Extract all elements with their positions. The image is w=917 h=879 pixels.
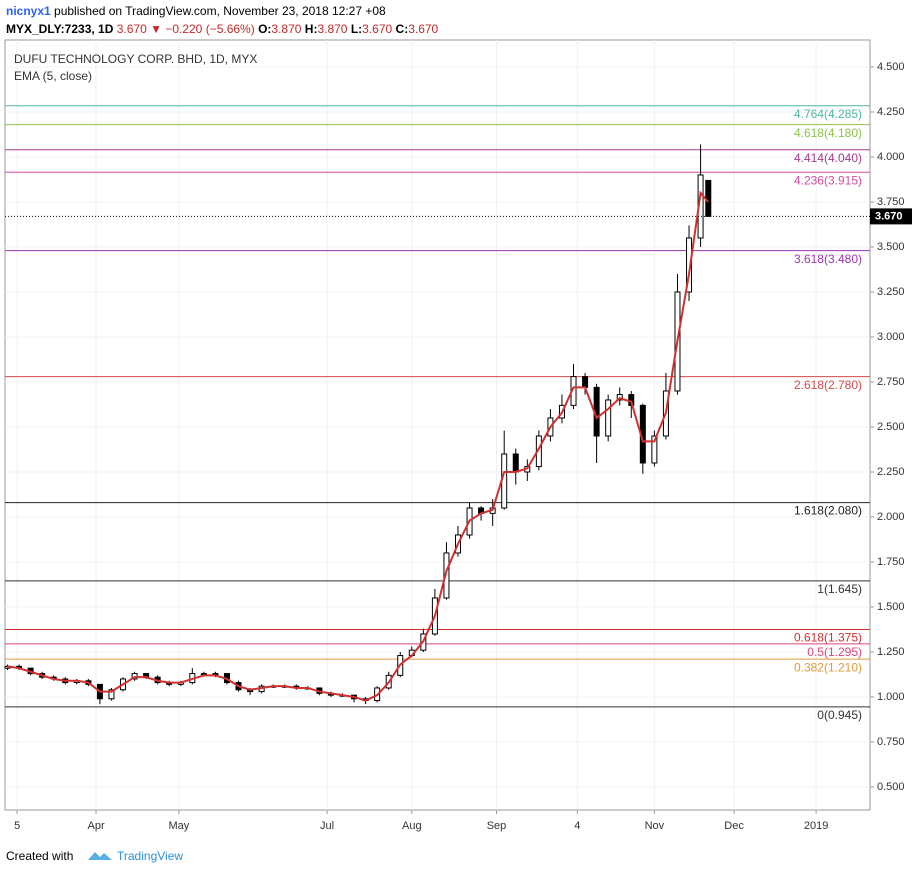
o-label: O: <box>258 22 271 36</box>
symbol: MYX_DLY:7233, 1D <box>6 22 114 36</box>
o: 3.870 <box>271 22 304 36</box>
fib-label: 4.618(4.180) <box>794 126 862 140</box>
x-tick-label: 2019 <box>804 820 828 832</box>
y-tick-label: 2.250 <box>877 466 905 478</box>
chart-title: DUFU TECHNOLOGY CORP. BHD, 1D, MYX <box>14 52 257 66</box>
indicator-name: EMA (5, close) <box>14 69 92 83</box>
y-tick-label: 1.250 <box>877 646 905 658</box>
plot: 4.764(4.285) 4.618(4.180) 4.414(4.040) 4.23… <box>4 40 870 810</box>
fib-label: 4.764(4.285) <box>794 107 862 121</box>
fib-label: 3.618(3.480) <box>794 252 862 266</box>
l-label: L: <box>351 22 362 36</box>
y-tick-label: 2.750 <box>877 376 905 388</box>
h: 3.870 <box>317 22 350 36</box>
x-tick-label: Jul <box>320 820 334 832</box>
candle-body <box>686 237 693 293</box>
fib-label: 0.618(1.375) <box>794 631 862 645</box>
symbol-line: MYX_DLY:7233, 1D 3.670 ▼ −0.220 (−5.66%)… <box>6 22 439 36</box>
y-tick-label: 3.750 <box>877 196 905 208</box>
candle-body <box>605 399 612 437</box>
x-tick-label: Apr <box>88 820 105 832</box>
header-line: nicnyx1 published on TradingView.com, No… <box>6 4 386 18</box>
y-tick-label: 4.500 <box>877 61 905 73</box>
fib-label: 1.618(2.080) <box>794 504 862 518</box>
fib-label: 0(0.945) <box>817 708 862 722</box>
footer-created: Created with <box>6 849 73 863</box>
y-tick-label: 4.000 <box>877 151 905 163</box>
y-tick-label: 1.500 <box>877 601 905 613</box>
x-tick-label: 5 <box>14 820 20 832</box>
plot-frame <box>4 39 871 811</box>
candle-body <box>582 376 589 388</box>
candle-body <box>108 689 115 700</box>
y-tick-label: 1.750 <box>877 556 905 568</box>
y-tick-label: 3.500 <box>877 241 905 253</box>
last: 3.670 <box>113 22 150 36</box>
y-tick-label: 1.000 <box>877 691 905 703</box>
x-tick-label: Aug <box>402 820 422 832</box>
y-tick-label: 0.750 <box>877 736 905 748</box>
last-price-label: 3.670 <box>875 210 903 222</box>
y-tick-label: 3.250 <box>877 286 905 298</box>
candle-body <box>512 453 519 473</box>
y-tick-label: 3.000 <box>877 331 905 343</box>
user[interactable]: nicnyx1 <box>6 4 51 18</box>
footer-brand[interactable]: TradingView <box>117 849 183 863</box>
fib-label: 0.5(1.295) <box>807 645 862 659</box>
x-tick-label: Sep <box>487 820 507 832</box>
y-tick-label: 2.000 <box>877 511 905 523</box>
fib-label: 1(1.645) <box>817 582 862 596</box>
published: published on TradingView.com, November 2… <box>51 4 386 18</box>
l: 3.670 <box>362 22 395 36</box>
logo[interactable] <box>88 852 112 860</box>
y-tick-label: 0.500 <box>877 781 905 793</box>
ema-line <box>7 190 710 702</box>
candle-body <box>651 435 658 464</box>
x-tick-label: May <box>168 820 189 832</box>
fib-label: 4.414(4.040) <box>794 151 862 165</box>
candle-body <box>443 552 450 599</box>
last-price-box <box>870 208 912 225</box>
candle-body <box>705 179 712 217</box>
fib-label: 2.618(2.780) <box>794 378 862 392</box>
y-tick-label: 2.500 <box>877 421 905 433</box>
fib-label: 4.236(3.915) <box>794 173 862 187</box>
h-label: H: <box>305 22 318 36</box>
x-tick-label: 4 <box>574 820 580 832</box>
c-label: C: <box>396 22 409 36</box>
y-tick-label: 4.250 <box>877 106 905 118</box>
x-tick-label: Dec <box>724 820 744 832</box>
x-tick-label: Nov <box>645 820 665 832</box>
arrow: ▼ <box>150 22 162 36</box>
change: −0.220 (−5.66%) <box>162 22 258 36</box>
fib-label: 0.382(1.210) <box>794 660 862 674</box>
c: 3.670 <box>408 22 438 36</box>
